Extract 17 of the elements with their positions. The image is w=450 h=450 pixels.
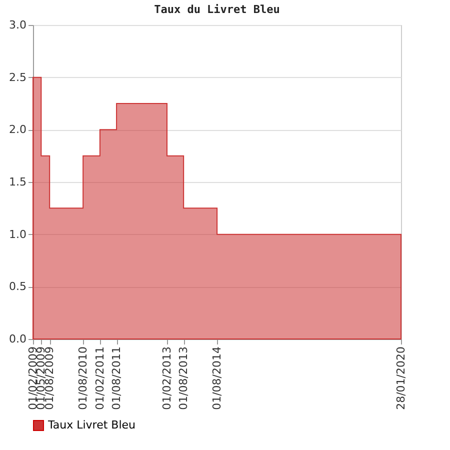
y-tick-label: 2.5 (9, 70, 26, 84)
y-tick-label: 1.0 (9, 228, 26, 241)
x-tick-label: 01/08/2014 (210, 346, 224, 410)
legend-label: Taux Livret Bleu (47, 418, 136, 432)
y-tick-label: 0.0 (9, 332, 26, 346)
x-tick-label: 01/02/2013 (160, 346, 174, 410)
y-tick-label: 0.5 (9, 280, 26, 294)
y-tick-label: 2.0 (9, 123, 26, 136)
x-tick-label: 28/01/2020 (394, 346, 408, 410)
x-tick-label: 01/02/2011 (93, 346, 106, 410)
y-tick-label: 3.0 (9, 18, 26, 32)
x-tick-label: 01/08/2009 (43, 346, 56, 410)
x-tick-label: 01/08/2010 (76, 346, 90, 410)
x-tick-label: 01/08/2013 (177, 346, 190, 410)
chart-title: Taux du Livret Bleu (154, 3, 280, 16)
y-tick-label: 1.5 (9, 176, 26, 188)
x-tick-label: 01/08/2011 (110, 346, 124, 410)
